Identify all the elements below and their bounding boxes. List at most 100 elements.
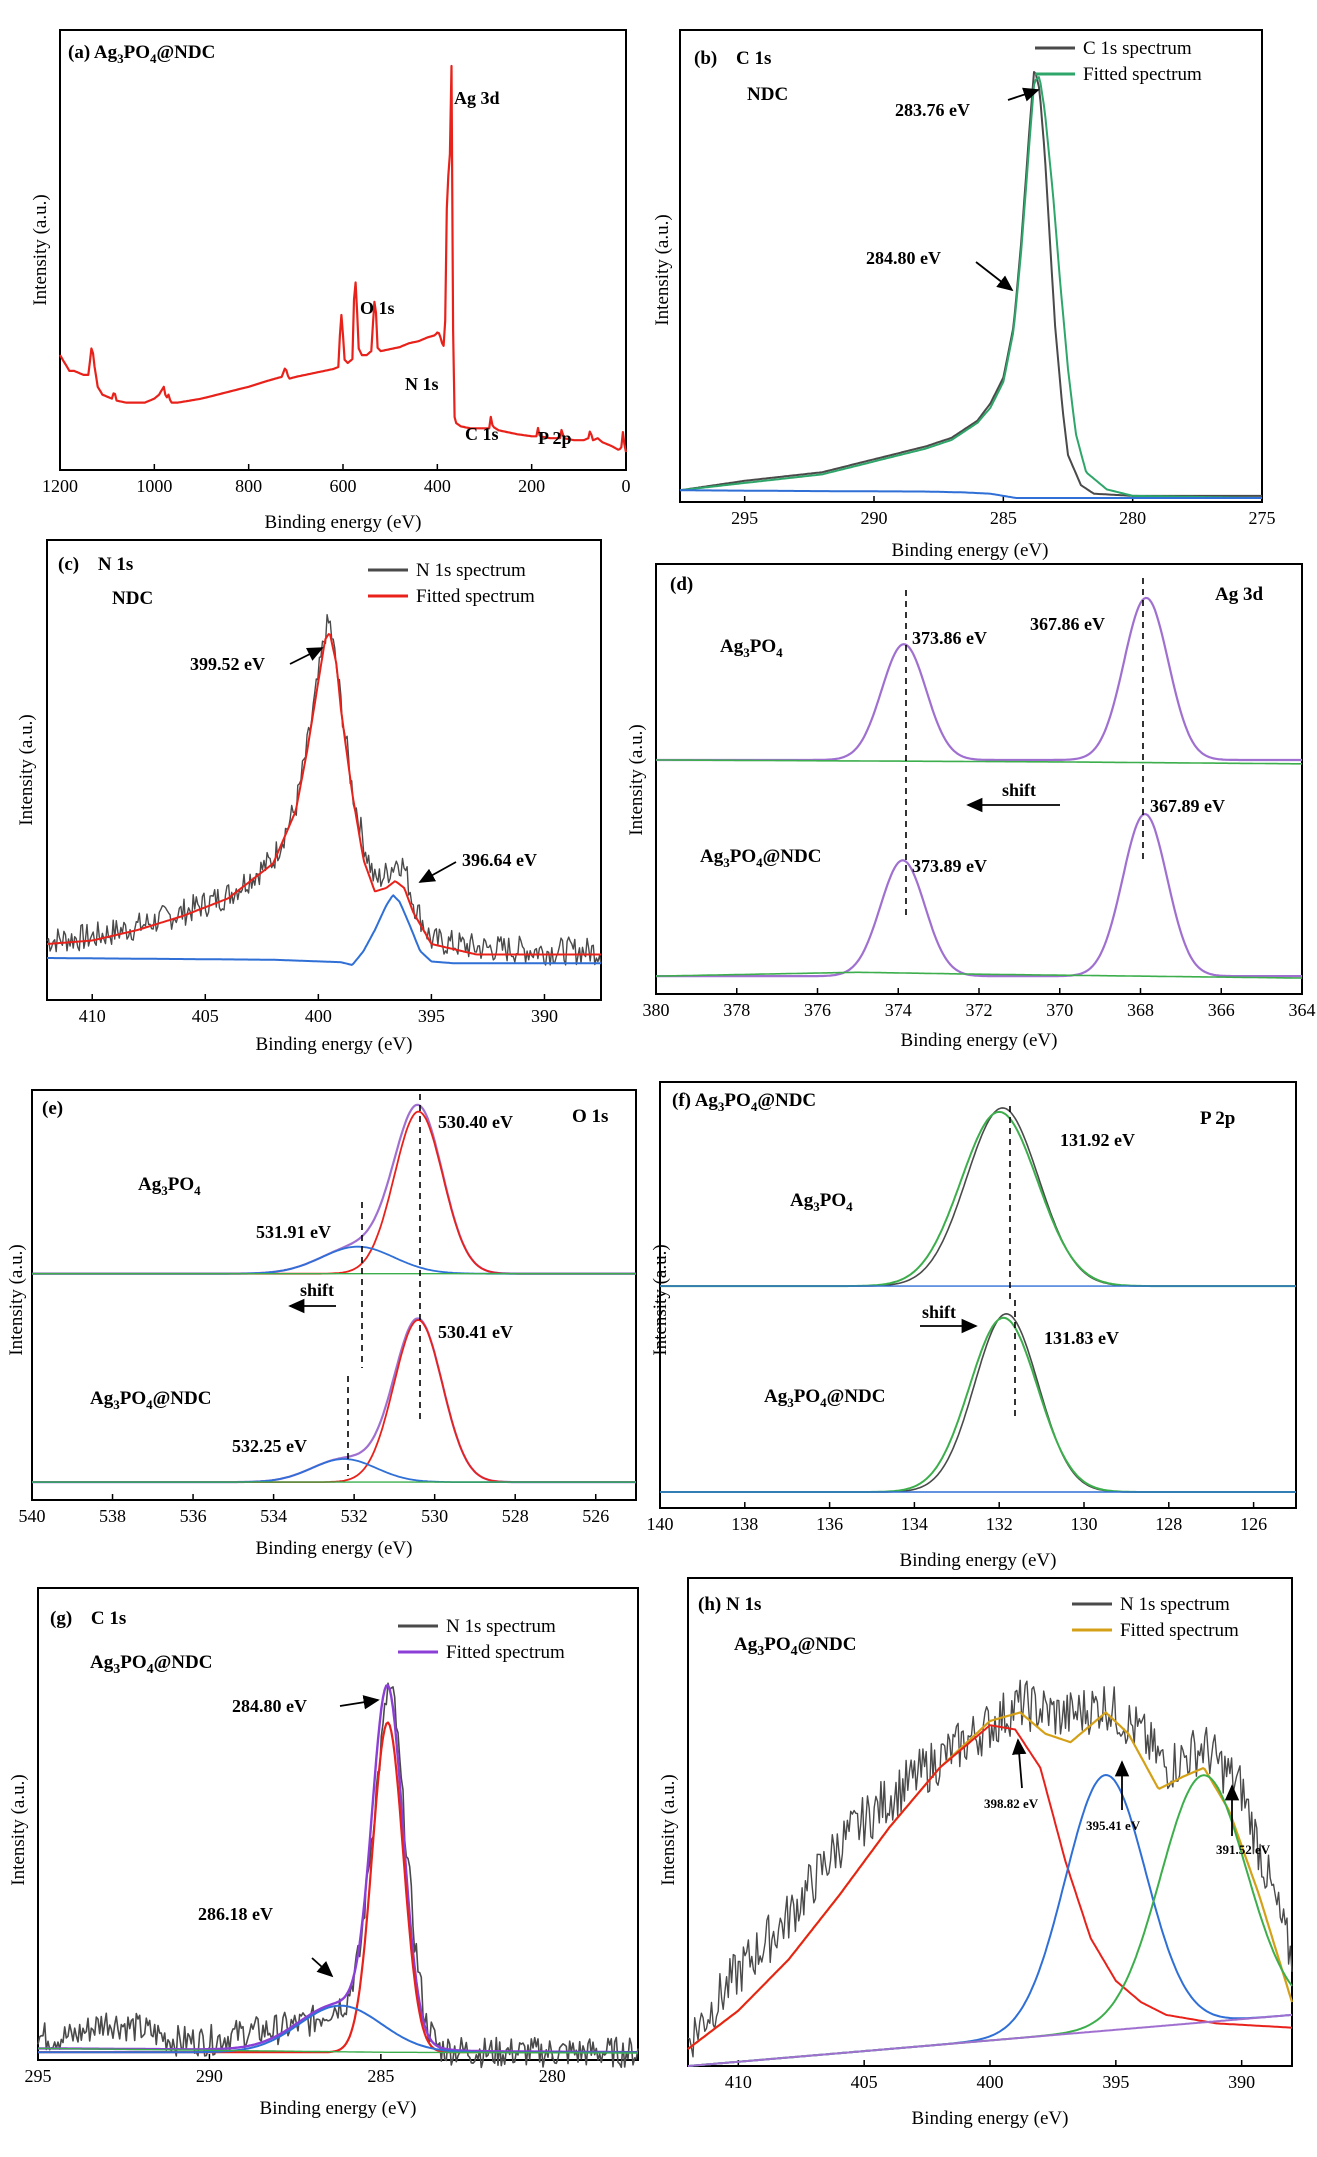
panel-a-xtick-label-6: 0 [622, 476, 631, 496]
panel-d-xtick-label-5: 370 [1046, 1000, 1073, 1020]
panel-d-peak4: 367.89 eV [1150, 796, 1225, 816]
panel-h-subtitle: Ag3PO4@NDC [734, 1634, 856, 1659]
panel-a-ylabel: Intensity (a.u.) [30, 194, 51, 305]
panel-d-xtick-label-0: 380 [643, 1000, 670, 1020]
panel-h-xlabel: Binding energy (eV) [912, 2108, 1069, 2129]
panel-h-xtick-label-1: 405 [851, 2072, 878, 2092]
panel-b-xtick-label-0: 295 [731, 508, 758, 528]
panel-c-arrow2 [418, 861, 457, 883]
panel-c: 410 405 400 395 390 (c) N 1s NDC N 1s spectr… [16, 539, 602, 1055]
panel-d-xtick-label-4: 372 [966, 1000, 993, 1020]
panel-d-sample2: Ag3PO4@NDC [700, 846, 821, 870]
panel-d-xtick-label-1: 378 [723, 1000, 750, 1020]
panel-d-ylabel: Intensity (a.u.) [626, 724, 647, 835]
panel-b: 295 290 285 280 275 (b) C 1s NDC C 1s spectr… [652, 29, 1276, 561]
panel-b-peak2-label: 284.80 eV [866, 248, 941, 268]
panel-h-xtick-label-3: 395 [1102, 2072, 1129, 2092]
panel-b-peak1-label: 283.76 eV [895, 100, 970, 120]
panel-b-ylabel: Intensity (a.u.) [652, 214, 673, 325]
panel-g-series-4 [38, 2047, 638, 2054]
panel-g-ylabel: Intensity (a.u.) [8, 1774, 29, 1885]
panel-a-xtick-label-1: 1000 [136, 476, 172, 496]
panel-g: 295 290 285 280 (g) C 1s Ag3PO4@NDC N 1s sp… [8, 1587, 639, 2119]
panel-d-series-2 [656, 813, 1302, 978]
panel-e-peak2: 531.91 eV [256, 1222, 331, 1242]
panel-f-shift-label: shift [922, 1302, 956, 1322]
panel-c-xtick-label-1: 405 [192, 1006, 219, 1026]
panel-h-peak3: 391.52 eV [1216, 1842, 1271, 1857]
panel-e-xlabel: Binding energy (eV) [256, 1538, 413, 1559]
panel-e-xtick-label-2: 536 [180, 1506, 207, 1526]
panel-h-peak1: 398.82 eV [984, 1796, 1039, 1811]
panel-b-xlabel: Binding energy (eV) [892, 540, 1049, 561]
panel-c-peak1-label: 399.52 eV [190, 654, 265, 674]
panel-d-xtick-label-3: 374 [885, 1000, 912, 1020]
panel-d-series-0 [656, 596, 1302, 762]
panel-d-series-1 [656, 759, 1302, 765]
panel-g-xtick-label-3: 280 [539, 2066, 566, 2086]
panel-h-peak2: 395.41 eV [1086, 1818, 1141, 1833]
panel-e-shift-label: shift [300, 1280, 334, 1300]
panel-d-xtick-label-2: 376 [804, 1000, 831, 1020]
panel-b-tag: (b) C 1s [694, 48, 771, 69]
panel-c-series-1 [46, 633, 601, 956]
panel-f-xtick-label-6: 128 [1155, 1514, 1182, 1534]
panel-f-xtick-label-4: 132 [986, 1514, 1013, 1534]
panel-g-series-1 [38, 1684, 638, 2054]
c1s-label: C 1s [465, 424, 499, 444]
panel-h-arrow1 [1012, 1738, 1027, 1789]
panel-f-peak2: 131.83 eV [1044, 1328, 1119, 1348]
panel-h-series-5 [687, 2013, 1293, 2067]
panel-d-xtick-label-7: 366 [1208, 1000, 1235, 1020]
o1s-label: O 1s [360, 298, 395, 318]
panel-g-frame [37, 1587, 639, 2061]
panel-f-title: P 2p [1200, 1108, 1235, 1129]
panel-e-series-1 [32, 1110, 636, 1275]
panel-e-xtick-label-3: 534 [260, 1506, 287, 1526]
panel-e-title: O 1s [572, 1106, 608, 1127]
panel-a-xtick-label-4: 400 [424, 476, 451, 496]
panel-b-xtick-label-2: 285 [990, 508, 1017, 528]
panel-d-shift-label: shift [1002, 780, 1036, 800]
panel-b-series-0 [679, 71, 1262, 497]
panel-g-xtick-label-1: 290 [196, 2066, 223, 2086]
panel-h-ylabel: Intensity (a.u.) [658, 1774, 679, 1885]
panel-d: 380 378 376 374 372 370 368 366 364 (d) Ag 3d Ag… [626, 563, 1316, 1051]
panel-b-series-2 [680, 489, 1262, 499]
panel-d-xtick-label-6: 368 [1127, 1000, 1154, 1020]
panel-h-series-1 [687, 1711, 1294, 2050]
panel-d-peak2: 367.86 eV [1030, 614, 1105, 634]
panel-b-arrow2 [975, 261, 1014, 292]
panel-f-xlabel: Binding energy (eV) [900, 1550, 1057, 1571]
panel-e-peak3: 530.41 eV [438, 1322, 513, 1342]
panel-f-sample2: Ag3PO4@NDC [764, 1386, 885, 1410]
panel-g-legend-label-1: Fitted spectrum [446, 1642, 565, 1663]
panel-e-xtick-label-0: 540 [19, 1506, 46, 1526]
panel-c-xtick-label-4: 390 [531, 1006, 558, 1026]
panel-a-frame [59, 29, 627, 471]
panel-c-legend-label-0: N 1s spectrum [416, 560, 526, 581]
panel-d-peak1: 373.86 eV [912, 628, 987, 648]
panel-g-legend-label-0: N 1s spectrum [446, 1616, 556, 1637]
panel-d-sample1: Ag3PO4 [720, 636, 783, 660]
panel-h-series-0 [687, 1679, 1293, 2058]
panel-e-peak4: 532.25 eV [232, 1436, 307, 1456]
panel-b-xtick-label-4: 275 [1249, 508, 1276, 528]
panel-e-frame [31, 1089, 637, 1501]
panel-b-arrow1 [1007, 87, 1040, 102]
panel-h-series-2 [687, 1724, 1293, 2050]
panel-f-peak1: 131.92 eV [1060, 1130, 1135, 1150]
panel-c-series-2 [47, 894, 601, 966]
panel-e-xtick-label-5: 530 [421, 1506, 448, 1526]
ag3d-label: Ag 3d [454, 88, 500, 108]
panel-f-series-3 [660, 1313, 1296, 1493]
panel-b-legend-label-1: Fitted spectrum [1083, 64, 1202, 85]
panel-h-legend-label-1: Fitted spectrum [1120, 1620, 1239, 1641]
panel-c-arrow1 [289, 647, 324, 665]
panel-g-xtick-label-0: 295 [25, 2066, 52, 2086]
panel-e-xtick-label-7: 526 [582, 1506, 609, 1526]
panel-c-xtick-label-0: 410 [79, 1006, 106, 1026]
panel-e-ylabel: Intensity (a.u.) [6, 1244, 27, 1355]
panel-h-tag: (h) N 1s [698, 1594, 761, 1615]
